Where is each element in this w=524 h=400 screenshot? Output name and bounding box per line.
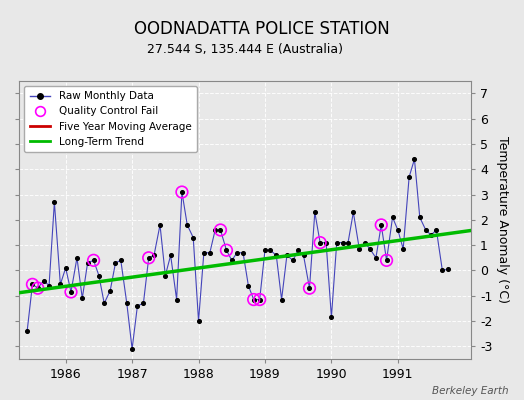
Point	[117, 257, 125, 264]
Point	[45, 282, 53, 289]
Point	[383, 257, 391, 264]
Point	[156, 222, 164, 228]
Point	[305, 285, 314, 291]
Point	[388, 214, 397, 220]
Text: Berkeley Earth: Berkeley Earth	[432, 386, 508, 396]
Point	[34, 285, 42, 291]
Point	[90, 257, 98, 264]
Point	[90, 257, 98, 264]
Point	[28, 281, 37, 288]
Point	[427, 232, 435, 238]
Point	[233, 250, 241, 256]
Point	[283, 252, 291, 258]
Point	[111, 260, 119, 266]
Point	[272, 252, 280, 258]
Point	[145, 255, 153, 261]
Point	[194, 318, 203, 324]
Point	[211, 227, 220, 233]
Point	[289, 257, 297, 264]
Point	[106, 288, 114, 294]
Point	[349, 209, 357, 216]
Point	[311, 209, 319, 216]
Point	[256, 296, 264, 303]
Point	[299, 252, 308, 258]
Point	[383, 257, 391, 264]
Point	[56, 281, 64, 288]
Point	[344, 240, 352, 246]
Point	[316, 240, 324, 246]
Point	[150, 252, 158, 258]
Point	[261, 247, 269, 254]
Point	[172, 296, 181, 303]
Point	[28, 281, 37, 288]
Point	[178, 189, 186, 195]
Point	[377, 222, 386, 228]
Legend: Raw Monthly Data, Quality Control Fail, Five Year Moving Average, Long-Term Tren: Raw Monthly Data, Quality Control Fail, …	[25, 86, 196, 152]
Point	[145, 255, 153, 261]
Point	[189, 234, 198, 241]
Point	[366, 246, 374, 252]
Point	[416, 214, 424, 220]
Point	[339, 240, 347, 246]
Point	[244, 282, 253, 289]
Point	[139, 300, 148, 306]
Point	[266, 247, 275, 254]
Point	[399, 246, 407, 252]
Point	[227, 257, 236, 264]
Point	[249, 296, 258, 303]
Point	[123, 300, 131, 306]
Point	[394, 227, 402, 233]
Point	[167, 252, 175, 258]
Point	[128, 346, 136, 352]
Point	[67, 289, 75, 295]
Point	[50, 199, 59, 205]
Point	[222, 247, 231, 254]
Point	[239, 250, 247, 256]
Point	[34, 285, 42, 291]
Point	[361, 240, 369, 246]
Title: 27.544 S, 135.444 E (Australia): 27.544 S, 135.444 E (Australia)	[147, 43, 343, 56]
Point	[322, 240, 330, 246]
Point	[178, 189, 186, 195]
Point	[183, 222, 191, 228]
Point	[61, 265, 70, 271]
Point	[277, 296, 286, 303]
Point	[67, 289, 75, 295]
Point	[23, 328, 31, 334]
Point	[256, 296, 264, 303]
Point	[305, 285, 314, 291]
Y-axis label: Temperature Anomaly (°C): Temperature Anomaly (°C)	[496, 136, 509, 303]
Point	[133, 303, 141, 309]
Point	[372, 255, 380, 261]
Point	[216, 227, 225, 233]
Point	[200, 250, 208, 256]
Point	[333, 240, 341, 246]
Point	[377, 222, 386, 228]
Point	[100, 300, 108, 306]
Point	[161, 272, 170, 279]
Point	[422, 227, 430, 233]
Point	[438, 267, 446, 274]
Point	[327, 314, 335, 320]
Point	[410, 156, 419, 162]
Point	[73, 255, 81, 261]
Point	[432, 227, 441, 233]
Point	[443, 266, 452, 272]
Point	[316, 240, 324, 246]
Text: OODNADATTA POLICE STATION: OODNADATTA POLICE STATION	[134, 20, 390, 38]
Point	[294, 247, 302, 254]
Point	[216, 227, 225, 233]
Point	[78, 295, 86, 302]
Point	[39, 277, 48, 284]
Point	[205, 250, 214, 256]
Point	[249, 296, 258, 303]
Point	[83, 260, 92, 266]
Point	[95, 272, 103, 279]
Point	[405, 174, 413, 180]
Point	[222, 247, 231, 254]
Point	[355, 246, 364, 252]
